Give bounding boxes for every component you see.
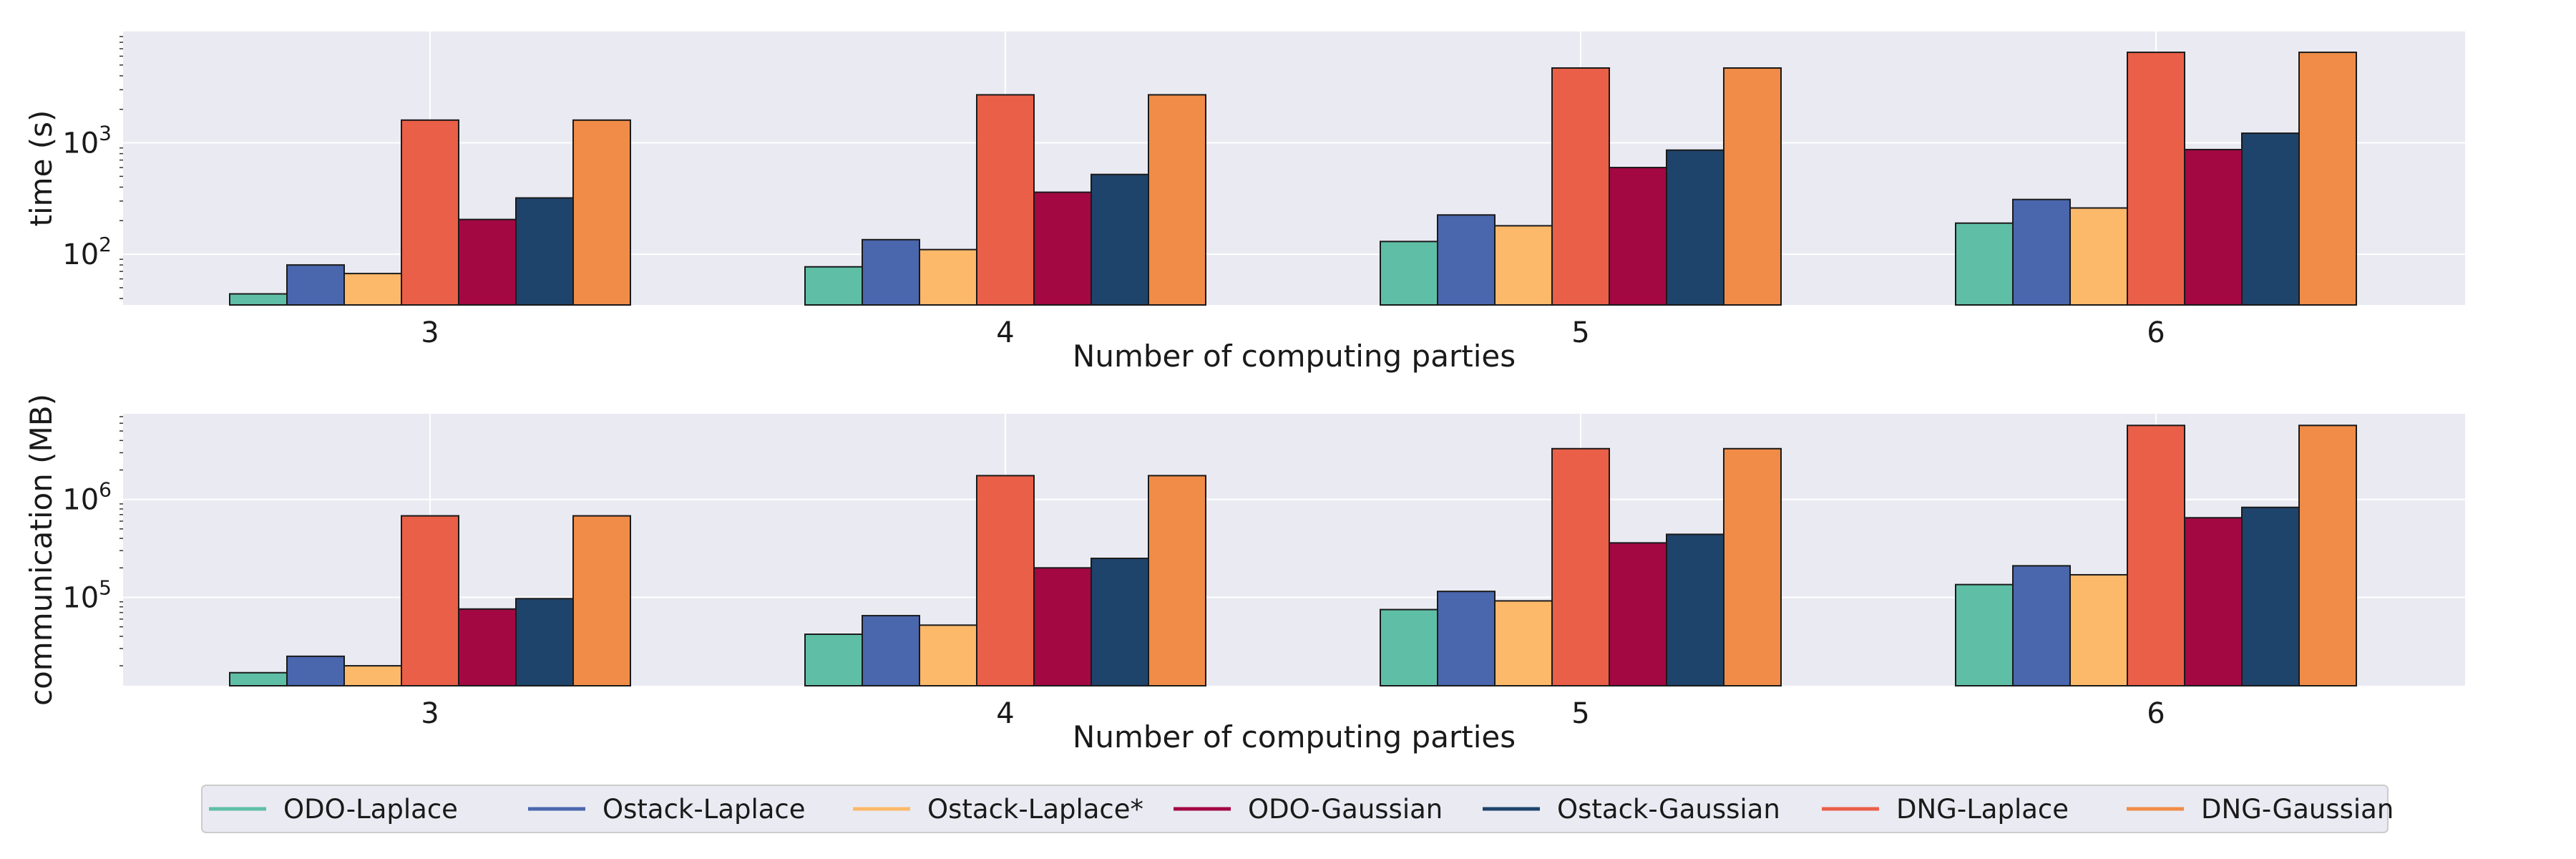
bar — [862, 238, 920, 306]
x-axis-label: Number of computing parties — [1073, 719, 1516, 754]
communication-chart: 3 4 5 6 105 106 Number of computing parties com… — [24, 394, 2465, 754]
bar — [229, 293, 288, 306]
bar — [229, 671, 288, 686]
bar — [2184, 517, 2243, 686]
bar — [458, 218, 517, 306]
x-tick-label: 4 — [996, 316, 1014, 349]
y-tick-label: 102 — [62, 233, 112, 271]
bar — [572, 515, 631, 686]
legend-frame — [201, 785, 2389, 833]
bar — [919, 624, 977, 686]
x-axis-label: Number of computing parties — [1073, 339, 1516, 374]
x-tick-label: 6 — [2147, 697, 2165, 730]
legend-label: Ostack-Laplace — [602, 794, 806, 825]
bar — [804, 634, 863, 686]
bar — [2127, 424, 2185, 686]
bar — [1494, 225, 1553, 306]
bar — [1380, 608, 1438, 687]
bar — [1609, 542, 1667, 687]
x-tick-label: 5 — [1571, 316, 1589, 349]
bar — [2184, 148, 2243, 306]
bar — [1955, 583, 2014, 686]
bar — [458, 608, 517, 687]
bar — [1033, 567, 1092, 686]
bar — [1723, 447, 1782, 686]
bar — [343, 665, 402, 686]
x-tick-label: 3 — [421, 697, 439, 730]
bar — [976, 94, 1035, 306]
bar — [2012, 565, 2071, 686]
x-tick-label: 3 — [421, 316, 439, 349]
x-tick-label: 5 — [1571, 697, 1589, 730]
legend-label: DNG-Gaussian — [2201, 794, 2394, 825]
bar — [2127, 52, 2185, 306]
time-chart: 3 4 5 6 102 103 Number of computing parties tim… — [24, 31, 2465, 374]
bar — [2298, 424, 2357, 686]
bar — [1380, 241, 1438, 306]
bar — [1551, 67, 1610, 306]
y-axis-label: time (s) — [24, 110, 59, 227]
bar — [2298, 52, 2357, 306]
legend-label: DNG-Laplace — [1896, 794, 2069, 825]
x-tick-label: 4 — [996, 697, 1014, 730]
bar — [1666, 533, 1724, 687]
bar — [1437, 214, 1496, 306]
y-tick-label: 105 — [62, 576, 112, 614]
bar — [862, 615, 920, 686]
bar — [286, 655, 345, 687]
bar — [1437, 591, 1496, 687]
bar — [2069, 573, 2128, 686]
bar — [1091, 173, 1149, 306]
bar — [976, 475, 1035, 686]
bar — [804, 266, 863, 306]
bar — [1033, 191, 1092, 306]
bar — [401, 515, 459, 686]
bar — [1723, 67, 1782, 306]
bar — [343, 273, 402, 306]
bar — [2241, 132, 2300, 306]
legend-label: Ostack-Gaussian — [1557, 794, 1780, 825]
bar — [515, 598, 574, 686]
bar — [572, 119, 631, 306]
legend-label: ODO-Laplace — [283, 794, 458, 825]
bar — [1494, 600, 1553, 687]
y-tick-label: 103 — [62, 122, 112, 160]
y-axis-label: communication (MB) — [24, 394, 59, 706]
legend: ODO-Laplace Ostack-Laplace Ostack-Laplace*… — [201, 785, 2394, 833]
bar — [1148, 94, 1206, 306]
bar — [286, 264, 345, 306]
bar — [2241, 506, 2300, 687]
x-tick-label: 6 — [2147, 316, 2165, 349]
bar — [401, 119, 459, 306]
bar — [1955, 222, 2014, 306]
bar — [1609, 167, 1667, 306]
bar — [1551, 447, 1610, 686]
bar — [1091, 558, 1149, 686]
bar — [1148, 475, 1206, 686]
bar — [2069, 207, 2128, 306]
y-tick-label: 106 — [62, 478, 112, 517]
bar — [2012, 198, 2071, 306]
legend-label: ODO-Gaussian — [1248, 794, 1443, 825]
bar — [919, 248, 977, 306]
bar — [1666, 149, 1724, 306]
legend-label: Ostack-Laplace* — [927, 794, 1143, 825]
bar — [515, 197, 574, 306]
